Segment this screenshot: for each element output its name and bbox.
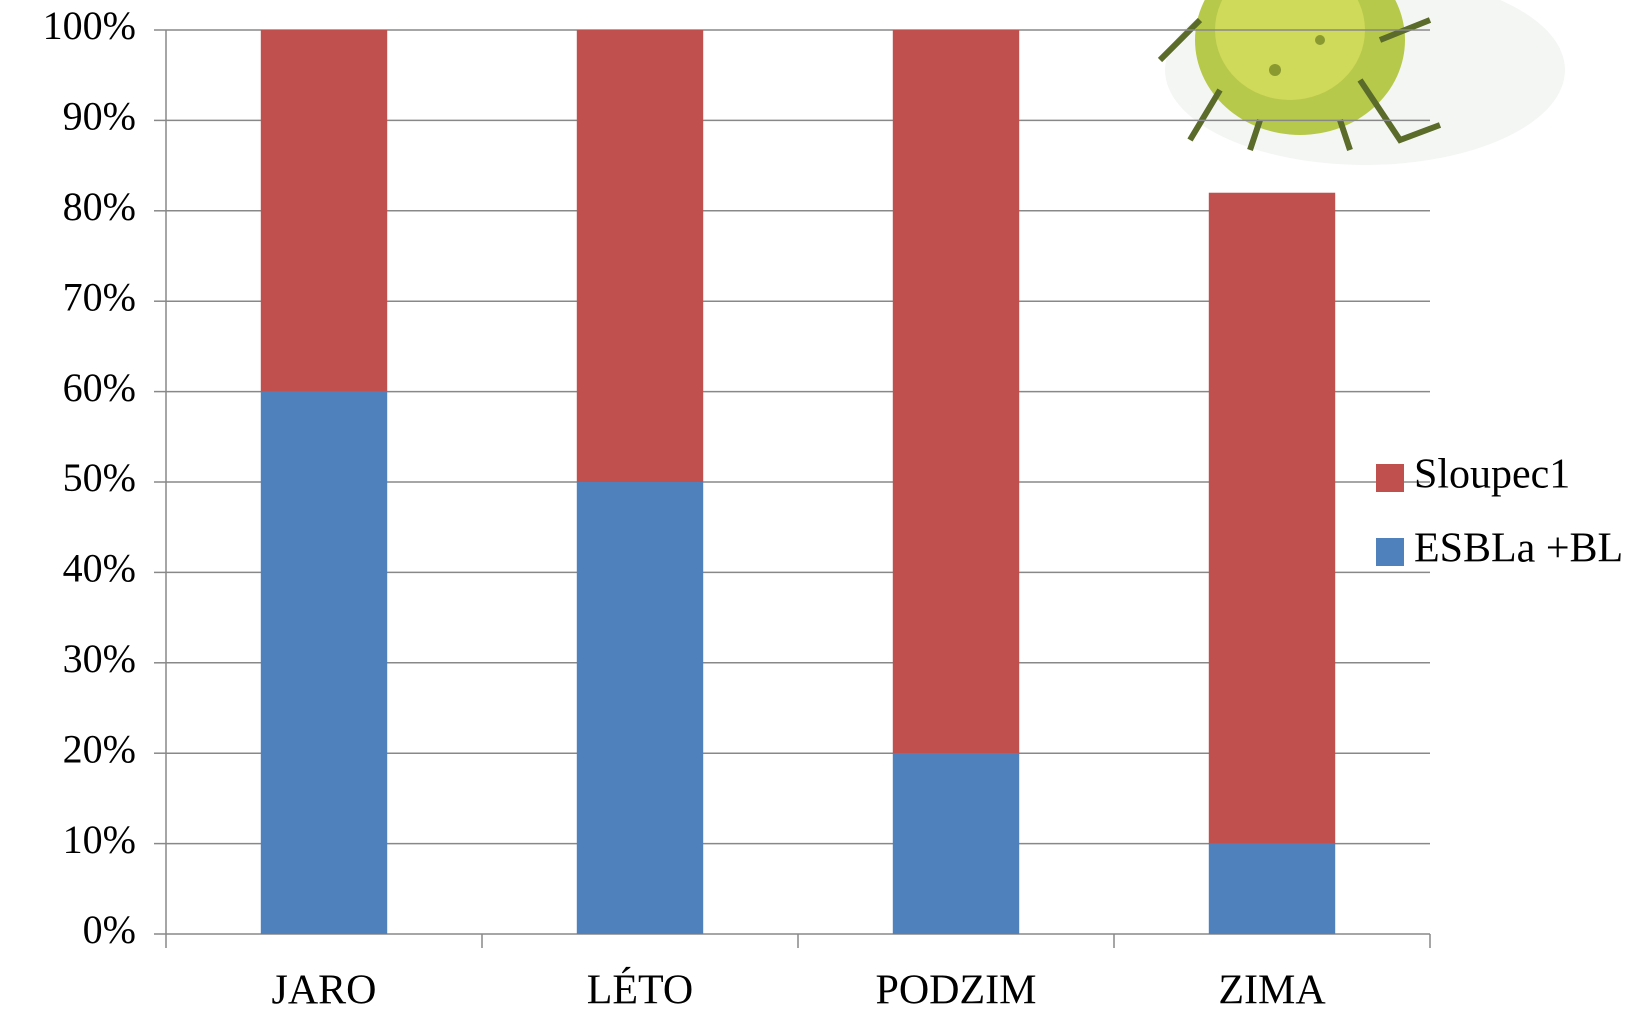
x-tick-label: PODZIM xyxy=(875,968,1036,1014)
bar-segment xyxy=(1208,843,1336,934)
bar-segment xyxy=(260,391,388,935)
y-tick-label: 40% xyxy=(63,546,136,591)
y-tick-label: 60% xyxy=(63,365,136,410)
x-tick-label: LÉTO xyxy=(587,967,694,1014)
y-tick-label: 30% xyxy=(63,636,136,681)
y-tick-label: 90% xyxy=(63,94,136,139)
legend-swatch xyxy=(1376,538,1404,566)
bar-segment xyxy=(892,753,1020,934)
x-tick-label: JARO xyxy=(271,968,376,1014)
bar-segment xyxy=(892,30,1020,754)
y-tick-label: 50% xyxy=(63,455,136,500)
legend-label: Sloupec1 xyxy=(1414,452,1570,498)
bar-segment xyxy=(260,30,388,392)
y-tick-label: 70% xyxy=(63,274,136,319)
x-tick-label: ZIMA xyxy=(1218,968,1326,1014)
decoration xyxy=(1157,0,1565,165)
y-tick-label: 10% xyxy=(63,817,136,862)
y-tick-label: 80% xyxy=(63,184,136,229)
y-tick-label: 0% xyxy=(83,907,136,952)
legend-swatch xyxy=(1376,464,1404,492)
bar-segment xyxy=(576,30,704,482)
y-tick-label: 100% xyxy=(43,3,136,48)
bar-segment xyxy=(1208,192,1336,844)
y-tick-label: 20% xyxy=(63,726,136,771)
legend-label: ESBLa +BL xyxy=(1414,526,1623,572)
bar-segment xyxy=(576,482,704,934)
